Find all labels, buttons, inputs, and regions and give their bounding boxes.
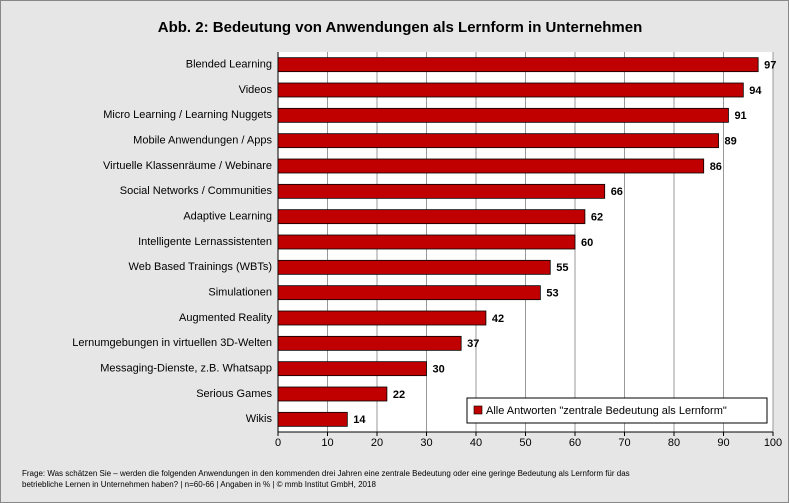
value-label: 53 <box>546 288 558 300</box>
value-label: 94 <box>749 85 762 97</box>
y-tick-label: Lernumgebungen in virtuellen 3D-Welten <box>72 337 272 349</box>
bar <box>277 183 606 199</box>
value-label: 60 <box>581 237 593 249</box>
y-tick-label: Web Based Trainings (WBTs) <box>129 261 272 273</box>
value-label: 97 <box>764 60 776 72</box>
legend-box <box>466 397 768 424</box>
bar <box>277 335 462 351</box>
y-tick-label: Micro Learning / Learning Nuggets <box>103 109 272 121</box>
bar <box>277 411 348 427</box>
value-label: 42 <box>492 313 504 325</box>
bar <box>277 209 586 225</box>
y-tick-label: Blended Learning <box>186 59 272 71</box>
bar <box>277 107 729 123</box>
x-tick-label: 90 <box>717 437 729 449</box>
x-tick-label: 70 <box>618 437 630 449</box>
x-tick-label: 80 <box>668 437 680 449</box>
legend-label: Alle Antworten "zentrale Bedeutung als L… <box>486 405 727 417</box>
bar <box>277 259 551 275</box>
x-tick-label: 10 <box>321 437 333 449</box>
value-label: 22 <box>393 389 405 401</box>
bar <box>277 82 744 98</box>
value-label: 30 <box>433 364 445 376</box>
y-tick-label: Virtuelle Klassenräume / Webinare <box>103 160 272 172</box>
y-tick-label: Simulationen <box>208 287 272 299</box>
x-tick-label: 0 <box>275 437 281 449</box>
value-label: 89 <box>725 136 737 148</box>
bar <box>277 386 388 402</box>
legend-swatch <box>473 405 483 415</box>
y-tick-label: Mobile Anwendungen / Apps <box>133 135 272 147</box>
y-tick-label: Messaging-Dienste, z.B. Whatsapp <box>100 363 272 375</box>
bar <box>277 234 576 250</box>
value-label: 66 <box>611 186 623 198</box>
x-tick-label: 50 <box>519 437 531 449</box>
x-tick-label: 40 <box>470 437 482 449</box>
x-tick-label: 20 <box>371 437 383 449</box>
footnote: betriebliche Lernen in Unternehmen haben… <box>22 480 376 489</box>
value-label: 62 <box>591 212 603 224</box>
bar <box>277 57 759 73</box>
bar <box>277 158 705 174</box>
bar <box>277 361 427 377</box>
bar <box>277 310 487 326</box>
value-label: 86 <box>710 161 722 173</box>
value-label: 14 <box>353 414 366 426</box>
bar <box>277 285 541 301</box>
bar <box>277 133 719 149</box>
y-tick-label: Videos <box>239 84 273 96</box>
y-tick-label: Serious Games <box>196 388 272 400</box>
value-label: 37 <box>467 338 479 350</box>
x-tick-label: 30 <box>420 437 432 449</box>
y-tick-label: Social Networks / Communities <box>120 185 273 197</box>
value-label: 55 <box>556 262 568 274</box>
y-tick-label: Adaptive Learning <box>183 211 272 223</box>
y-tick-label: Intelligente Lernassistenten <box>138 236 272 248</box>
y-tick-label: Wikis <box>246 413 273 425</box>
footnote: Frage: Was schätzen Sie – werden die fol… <box>22 469 630 478</box>
chart-title: Abb. 2: Bedeutung von Anwendungen als Le… <box>158 19 642 36</box>
x-tick-label: 60 <box>569 437 581 449</box>
value-label: 91 <box>734 110 746 122</box>
x-tick-label: 100 <box>764 437 782 449</box>
y-tick-label: Augmented Reality <box>179 312 272 324</box>
